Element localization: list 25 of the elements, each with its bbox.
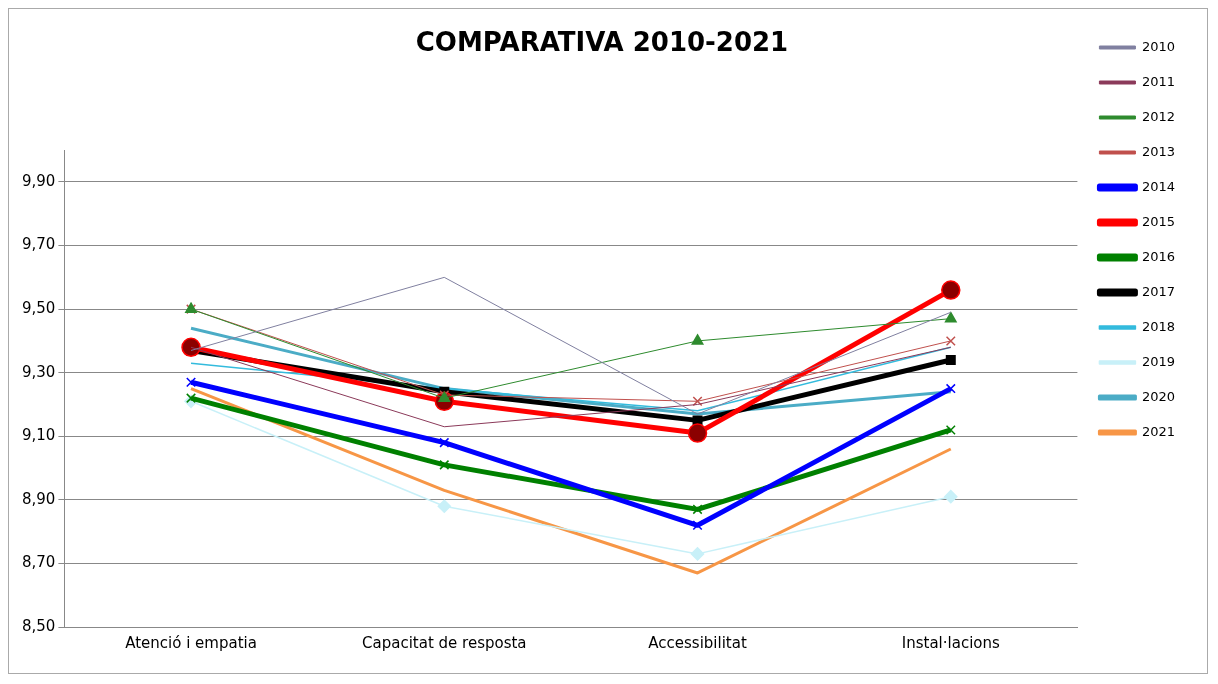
x-tick-label: Capacitat de resposta [362, 633, 527, 652]
legend-label: 2017 [1141, 283, 1176, 299]
y-tick-label: 9,90 [21, 171, 56, 190]
y-tick-label: 8,90 [21, 489, 56, 508]
legend-label: 2011 [1141, 73, 1176, 89]
legend-label: 2012 [1141, 108, 1176, 124]
legend-label: 2019 [1141, 353, 1176, 369]
legend-label: 2021 [1141, 423, 1176, 439]
x-tick-label: Instal·lacions [901, 633, 1000, 652]
y-tick-label: 9,30 [21, 362, 56, 381]
legend-label: 2013 [1141, 143, 1176, 159]
y-tick-label: 8,70 [21, 553, 56, 572]
x-tick-label: Accessibilitat [648, 633, 747, 652]
y-tick-label: 8,50 [21, 616, 56, 635]
legend-label: 2020 [1141, 388, 1176, 404]
legend-label: 2014 [1141, 178, 1176, 194]
y-tick-label: 9,50 [21, 299, 56, 318]
legend-label: 2010 [1141, 38, 1176, 54]
legend-label: 2018 [1141, 318, 1176, 334]
x-tick-label: Atenció i empatia [125, 633, 257, 652]
legend-label: 2016 [1141, 248, 1176, 264]
legend-label: 2015 [1141, 213, 1176, 229]
chart-title: COMPARATIVA 2010-2021 [415, 27, 789, 58]
y-tick-label: 9,10 [21, 426, 56, 445]
y-tick-label: 9,70 [21, 235, 56, 254]
